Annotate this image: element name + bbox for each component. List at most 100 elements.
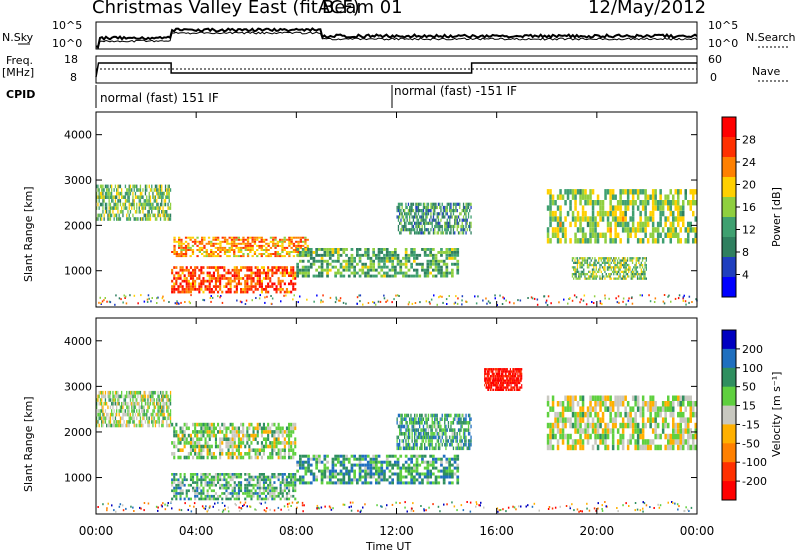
echo-cell (162, 398, 164, 402)
noise-cell (604, 297, 606, 300)
echo-cell (129, 390, 132, 395)
noise-cell (649, 300, 652, 303)
echo-cell (97, 420, 99, 424)
echo-cell (619, 268, 621, 271)
echo-cell (423, 248, 427, 251)
echo-cell (221, 452, 224, 456)
echo-cell (112, 394, 114, 399)
echo-cell (187, 483, 190, 487)
echo-cell (205, 242, 208, 245)
noise-cell (616, 301, 619, 304)
echo-cell (269, 279, 272, 283)
echo-cell (301, 463, 305, 467)
echo-cell (426, 472, 430, 476)
echo-cell (200, 282, 203, 286)
echo-cell (641, 266, 644, 269)
echo-cell (405, 205, 407, 210)
echo-cell (380, 259, 384, 263)
echo-cell (138, 412, 140, 417)
echo-cell (250, 288, 253, 291)
echo-cell (290, 444, 293, 449)
echo-cell (159, 202, 162, 207)
echo-cell (194, 448, 197, 452)
echo-cell (415, 457, 419, 461)
echo-cell (488, 379, 490, 382)
noise-cell (120, 298, 122, 301)
echo-cell (210, 279, 213, 283)
echo-cell (219, 249, 222, 251)
echo-cell (246, 255, 250, 258)
echo-cell (620, 266, 622, 269)
noise-cell (122, 301, 124, 304)
echo-cell (434, 212, 436, 216)
echo-cell (470, 224, 472, 229)
echo-cell (396, 442, 398, 447)
echo-cell (444, 442, 446, 447)
echo-cell (273, 266, 276, 269)
echo-cell (260, 240, 263, 243)
echo-cell (318, 457, 321, 461)
echo-cell (133, 423, 135, 428)
echo-cell (237, 277, 240, 280)
echo-cell (177, 277, 180, 280)
echo-cell (187, 271, 190, 275)
echo-cell (436, 439, 438, 443)
echo-cell (427, 413, 430, 418)
echo-cell (214, 246, 217, 249)
noise-cell (558, 301, 560, 304)
echo-cell (252, 285, 255, 288)
echo-cell (422, 428, 425, 432)
echo-cell (304, 242, 307, 245)
echo-cell (427, 428, 430, 432)
echo-cell (258, 497, 261, 501)
echo-cell (377, 475, 381, 479)
echo-cell (133, 390, 135, 395)
echo-cell (561, 227, 565, 233)
echo-cell (431, 439, 433, 443)
noise-cell (641, 294, 643, 297)
echo-cell (598, 261, 600, 264)
echo-cell (445, 460, 449, 464)
echo-cell (453, 251, 457, 254)
echo-cell (226, 249, 229, 251)
echo-cell (118, 423, 120, 428)
echo-cell (256, 238, 259, 241)
echo-cell (299, 251, 302, 254)
echo-cell (254, 437, 257, 441)
echo-cell (164, 217, 167, 221)
echo-cell (599, 200, 602, 206)
noise-cell (568, 298, 570, 300)
echo-cell (616, 261, 619, 264)
echo-cell (101, 184, 103, 189)
echo-cell (181, 285, 184, 288)
echo-cell (442, 478, 446, 482)
echo-cell (299, 240, 302, 243)
echo-cell (231, 455, 234, 460)
echo-cell (162, 405, 164, 410)
echo-cell (672, 232, 675, 238)
echo-cell (267, 422, 270, 427)
echo-cell (624, 227, 627, 233)
cpid-segment-2: normal (fast) -151 IF (394, 84, 518, 98)
echo-cell (366, 466, 370, 470)
echo-cell (281, 430, 284, 434)
echo-cell (425, 432, 427, 436)
echo-cell (159, 217, 162, 221)
echo-cell (385, 256, 389, 260)
echo-cell (436, 224, 438, 229)
echo-cell (274, 244, 277, 247)
echo-cell (453, 457, 457, 461)
echo-cell (405, 417, 407, 421)
echo-cell (114, 423, 117, 428)
echo-cell (136, 210, 138, 214)
noise-cell (615, 297, 617, 300)
echo-cell (292, 268, 295, 272)
echo-cell (108, 210, 110, 214)
echo-cell (208, 430, 211, 434)
echo-cell (441, 428, 443, 432)
echo-cell (450, 205, 452, 210)
echo-cell (185, 494, 188, 498)
echo-cell (619, 216, 622, 222)
echo-cell (421, 212, 423, 216)
echo-cell (173, 266, 176, 269)
